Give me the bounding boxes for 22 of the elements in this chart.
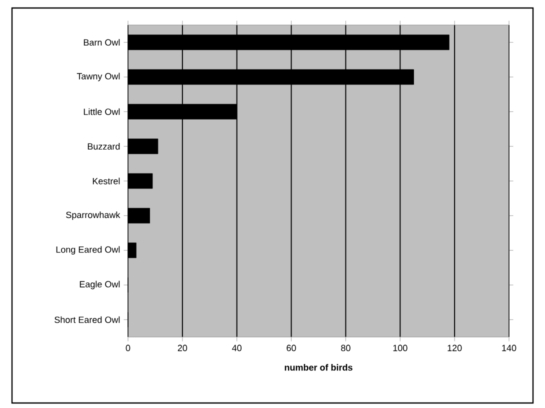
x-tick-label: 140 [502,344,516,352]
x-tick-label: 40 [232,344,242,352]
y-tick-label: Kestrel [92,178,120,184]
y-tick-label: Eagle Owl [80,280,120,290]
x-tick-label: 20 [178,344,188,352]
x-tick-label: 80 [341,344,350,352]
bar [128,138,158,154]
x-tick-label: 120 [448,344,462,352]
x-tick-label: 60 [286,344,296,352]
y-tick-label: Buzzard [88,143,120,150]
x-tick-label: 0 [126,344,130,352]
bar [128,208,150,224]
y-tick-label: Sparrowhawk [66,211,120,220]
x-axis-title: number of birds [284,364,352,371]
x-tick-label: 100 [393,344,408,352]
y-tick-label: Barn Owl [84,39,120,46]
y-tick-label: Long Eared Owl [56,246,120,255]
y-tick-label: Tawny Owl [76,72,120,82]
y-tick-label: Little Owl [84,108,120,115]
bar [128,242,136,258]
bar [128,173,153,189]
y-tick-label: Short Eared Owl [54,316,120,323]
